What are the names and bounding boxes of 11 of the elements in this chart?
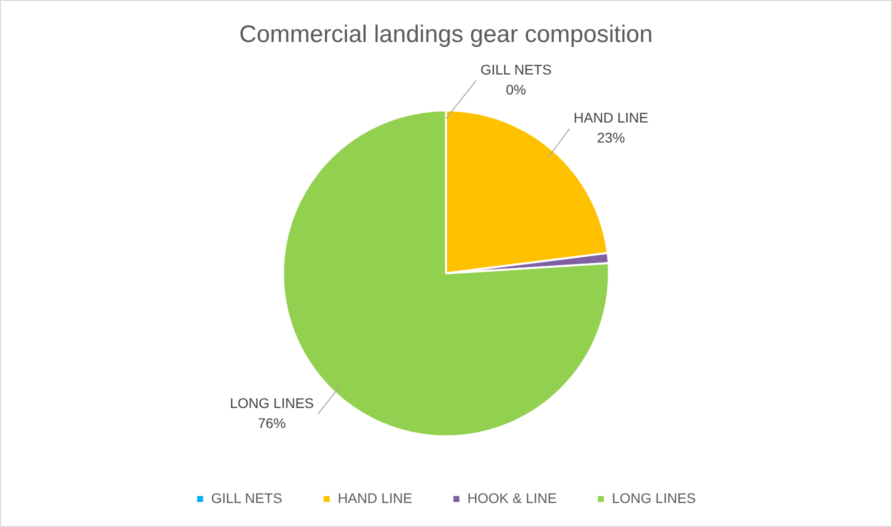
category-label: GILL NETS <box>480 61 552 78</box>
slice-label: HAND LINE <box>574 109 648 126</box>
legend-label: HOOK & LINE <box>467 490 557 506</box>
legend-label: LONG LINES <box>612 490 696 506</box>
chart-title: Commercial landings gear composition <box>239 21 653 48</box>
data-label: 23% <box>596 129 625 146</box>
text: 0% <box>506 81 526 98</box>
legend-label: GILL NETS <box>211 490 282 506</box>
legend-label: HAND LINE <box>338 490 412 506</box>
slice-label: LONG LINES <box>230 394 314 411</box>
data-label: 76% <box>258 414 286 431</box>
